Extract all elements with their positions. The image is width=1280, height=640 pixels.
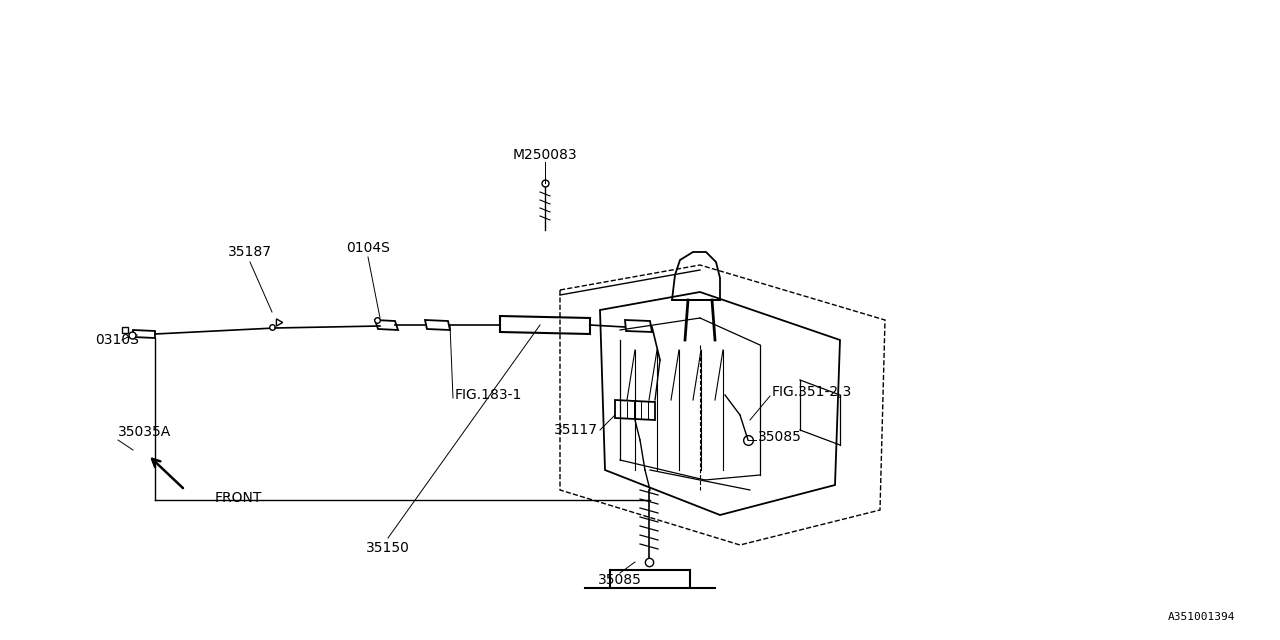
Text: 35085: 35085 bbox=[758, 430, 801, 444]
Text: 35035A: 35035A bbox=[118, 425, 172, 439]
Text: FIG.351-2,3: FIG.351-2,3 bbox=[772, 385, 852, 399]
Text: 0310S: 0310S bbox=[95, 333, 138, 347]
Text: FRONT: FRONT bbox=[215, 491, 262, 505]
Text: 35187: 35187 bbox=[228, 245, 273, 259]
Text: 0104S: 0104S bbox=[346, 241, 390, 255]
Text: 35117: 35117 bbox=[554, 423, 598, 437]
Text: 35150: 35150 bbox=[366, 541, 410, 555]
Text: A351001394: A351001394 bbox=[1167, 612, 1235, 622]
Text: 35085: 35085 bbox=[598, 573, 643, 587]
Text: FIG.183-1: FIG.183-1 bbox=[454, 388, 522, 402]
Text: M250083: M250083 bbox=[513, 148, 577, 162]
